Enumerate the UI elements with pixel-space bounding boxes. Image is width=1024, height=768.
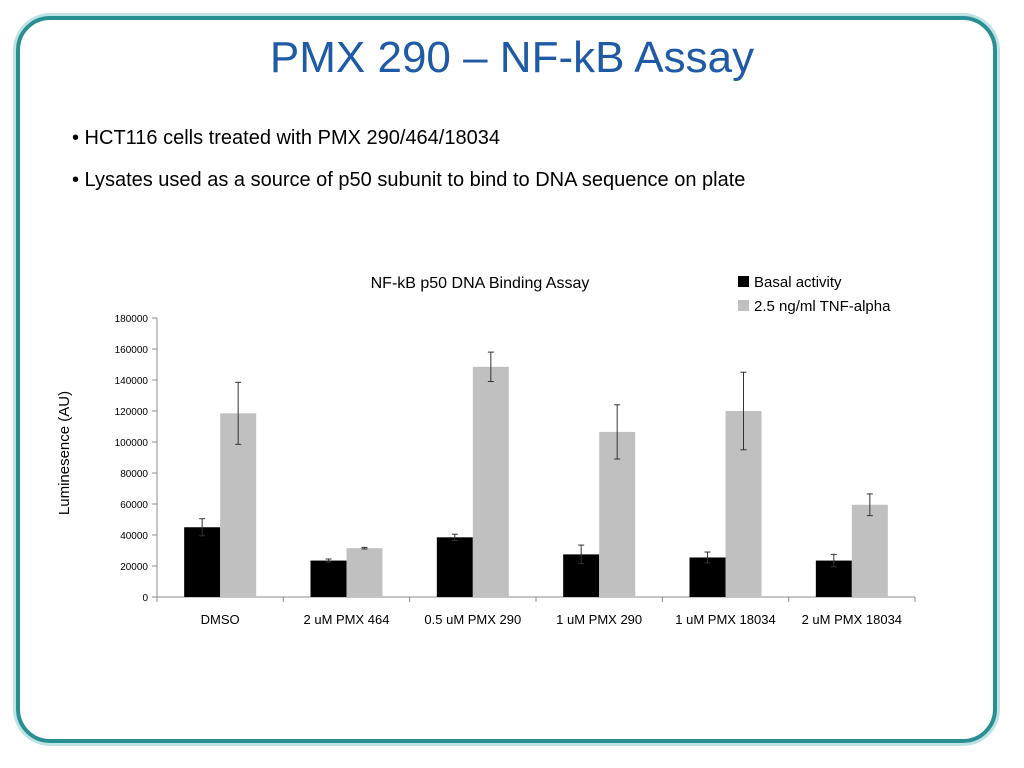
- bar: [346, 548, 383, 597]
- legend-label: 2.5 ng/ml TNF-alpha: [754, 298, 891, 315]
- y-tick-label: 40000: [120, 531, 148, 542]
- bar: [472, 366, 509, 597]
- chart-title: NF-kB p50 DNA Binding Assay: [371, 275, 590, 292]
- x-tick-label: 1 uM PMX 290: [556, 612, 642, 627]
- legend-swatch: [738, 300, 749, 311]
- x-tick-label: 0.5 uM PMX 290: [424, 612, 521, 627]
- y-tick-label: 60000: [120, 500, 148, 511]
- x-tick-label: DMSO: [201, 612, 240, 627]
- axes: 0 20000 40000 60000 80000 100000 120000 140000 1…: [115, 314, 916, 627]
- bar: [436, 537, 473, 597]
- legend-label: Basal activity: [754, 274, 842, 291]
- y-tick-label: 100000: [115, 438, 149, 449]
- x-tick-label: 1 uM PMX 18034: [675, 612, 775, 627]
- bar: [310, 560, 347, 597]
- x-tick-label: 2 uM PMX 464: [304, 612, 390, 627]
- bar: [851, 504, 888, 597]
- slide-title: PMX 290 – NF-kB Assay: [269, 33, 755, 82]
- y-tick-label: 140000: [115, 376, 149, 387]
- y-tick-label: 80000: [120, 469, 148, 480]
- x-tick-label: 2 uM PMX 18034: [802, 612, 902, 627]
- chart-legend: Basal activity 2.5 ng/ml TNF-alpha: [738, 274, 891, 315]
- y-tick-label: 160000: [115, 345, 149, 356]
- bullet-item: • Lysates used as a source of p50 subuni…: [72, 169, 746, 191]
- bullet-item: • HCT116 cells treated with PMX 290/464/…: [72, 127, 500, 149]
- bar: [689, 557, 726, 597]
- y-tick-label: 20000: [120, 562, 148, 573]
- bars: [184, 351, 888, 597]
- y-tick-label: 0: [142, 593, 148, 604]
- y-tick-label: 120000: [115, 407, 149, 418]
- bullet-list: • HCT116 cells treated with PMX 290/464/…: [72, 124, 745, 208]
- bar: [184, 527, 221, 597]
- legend-swatch: [738, 276, 749, 287]
- y-axis-label: Luminesence (AU): [56, 391, 73, 515]
- y-tick-label: 180000: [115, 314, 149, 325]
- slide-frame: [16, 16, 997, 743]
